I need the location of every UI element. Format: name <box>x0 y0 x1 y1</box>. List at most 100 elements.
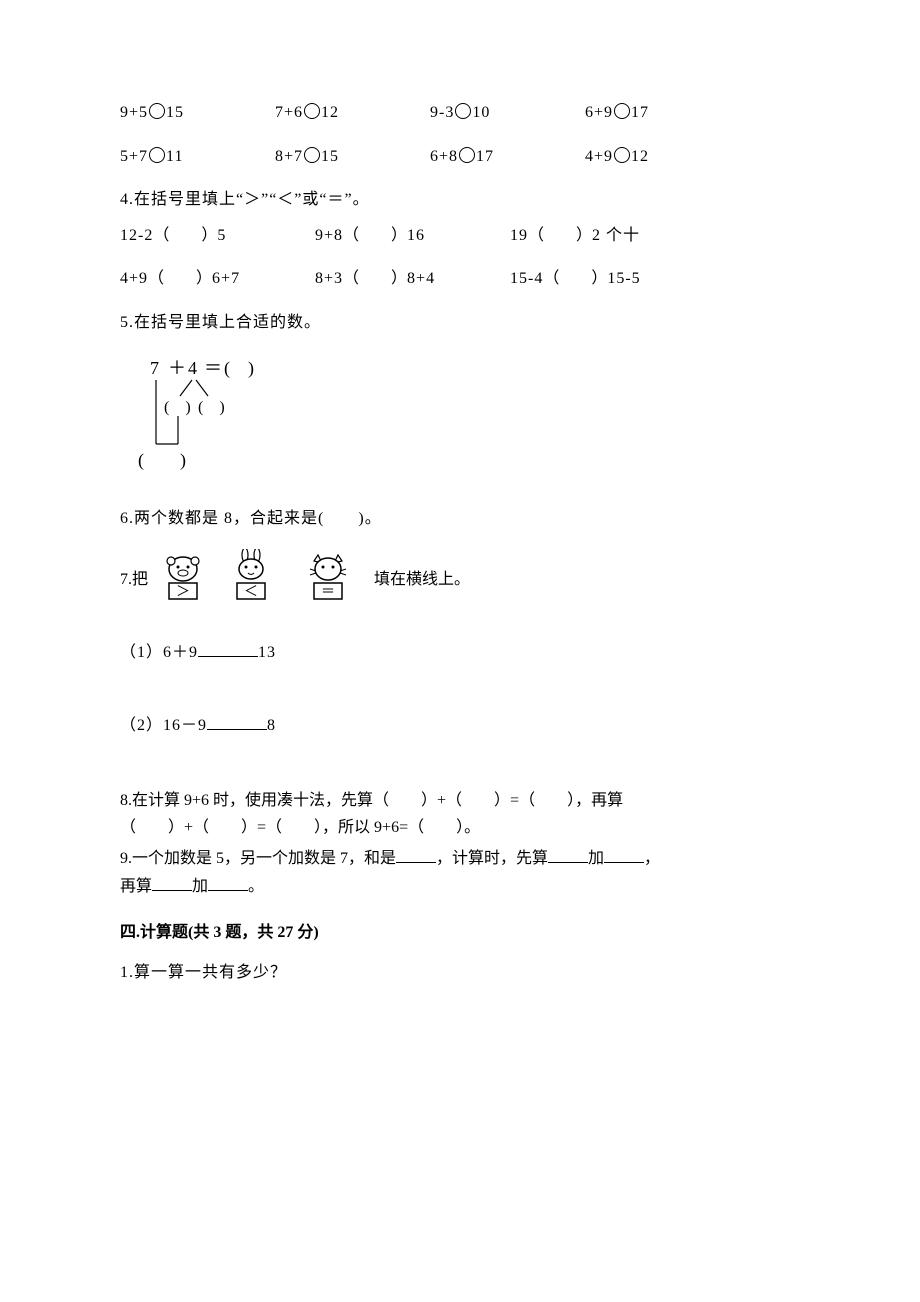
compare-cell: 6+9 17 <box>585 100 735 126</box>
svg-text:＜: ＜ <box>244 585 258 600</box>
worksheet-page: 9+5 15 7+6 12 9-3 10 6+9 17 5+7 11 8+715 6+8 1… <box>0 0 920 1064</box>
rhs: 15-5 <box>607 270 640 287</box>
blank-line <box>604 846 644 863</box>
q6-blank <box>324 510 358 527</box>
compare-row-1: 9+5 15 7+6 12 9-3 10 6+9 17 <box>120 100 800 126</box>
q9-p6: 加 <box>192 878 208 895</box>
rhs: 12 <box>631 148 649 165</box>
paren-cell: 9+8（ ）16 <box>315 223 505 249</box>
lhs: 5+7 <box>120 148 148 165</box>
svg-text:＞: ＞ <box>176 585 190 600</box>
q9-p1: 9.一个加数是 5，另一个加数是 7，和是 <box>120 850 396 867</box>
q6-after: )。 <box>358 510 381 527</box>
q7-sub2-rhs: 8 <box>267 717 276 734</box>
circle-blank <box>304 103 320 119</box>
q9-p2: ，计算时，先算 <box>436 850 548 867</box>
q7-sub1: （1）6＋9 13 <box>120 640 800 666</box>
q7-sub2-prefix: （2）16－9 <box>120 717 207 734</box>
q8: 8.在计算 9+6 时，使用凑十法，先算（ ）+（ ）=（ ），再算 （ ）+（… <box>120 787 800 841</box>
q7-sub2: （2）16－9 8 <box>120 713 800 739</box>
compare-cell: 9+5 15 <box>120 100 270 126</box>
rhs: 15 <box>166 104 184 121</box>
q7-sub1-rhs: 13 <box>258 644 276 661</box>
diag-paren-bottom: ( ) <box>138 450 186 471</box>
compare-cell: 5+7 11 <box>120 144 270 170</box>
paren-blank: （ ） <box>343 227 407 244</box>
diag-paren-mid-r: ( ) <box>198 399 225 416</box>
paren-blank: （ ） <box>343 270 407 287</box>
q9-p3: 加 <box>588 850 604 867</box>
compare-row-2: 5+7 11 8+715 6+8 17 4+9 12 <box>120 144 800 170</box>
rhs: 6+7 <box>212 270 240 287</box>
split-diagram-svg: 7 ＋ 4 ＝ ( ) ( ) ( ) ( ) <box>130 356 300 476</box>
circle-blank <box>614 147 630 163</box>
paren-cell: 8+3（ ）8+4 <box>315 266 505 292</box>
q7-before: 7.把 <box>120 567 148 593</box>
q9-p4: ， <box>644 850 660 867</box>
split-line-right <box>196 380 208 396</box>
paren-cell: 12-2（ ）5 <box>120 223 310 249</box>
paren-blank: （ ） <box>528 227 592 244</box>
lhs: 7+6 <box>275 104 303 121</box>
q9: 9.一个加数是 5，另一个加数是 7，和是，计算时，先算加， 再算加。 <box>120 845 800 899</box>
cat-icon: ＝ <box>310 555 346 600</box>
lhs: 9-3 <box>430 104 454 121</box>
rhs: 17 <box>631 104 649 121</box>
circle-blank <box>304 147 320 163</box>
q5-diagram: 7 ＋ 4 ＝ ( ) ( ) ( ) ( ) <box>130 356 800 476</box>
q6-before: 6.两个数都是 8，合起来是( <box>120 510 324 527</box>
lhs: 8+3 <box>315 270 343 287</box>
blank-line <box>208 874 248 891</box>
q4-row-1: 12-2（ ）5 9+8（ ）16 19（ ）2 个十 <box>120 223 800 249</box>
rhs: 12 <box>321 104 339 121</box>
compare-cell: 4+9 12 <box>585 144 735 170</box>
circle-blank <box>459 147 475 163</box>
blank-line <box>152 874 192 891</box>
circle-blank <box>614 103 630 119</box>
blank-line <box>396 846 436 863</box>
q7-sub1-prefix: （1）6＋9 <box>120 644 198 661</box>
compare-cell: 7+6 12 <box>275 100 425 126</box>
lhs: 4+9 <box>585 148 613 165</box>
paren-blank: （ ） <box>148 270 212 287</box>
rhs: 15 <box>321 148 339 165</box>
rhs: 10 <box>472 104 490 121</box>
paren-cell: 19（ ）2 个十 <box>510 223 700 249</box>
rhs: 8+4 <box>407 270 435 287</box>
rhs: 16 <box>407 227 425 244</box>
lhs: 4+9 <box>120 270 148 287</box>
circle-blank <box>149 103 165 119</box>
lhs: 19 <box>510 227 528 244</box>
animals-icon: ＞ ＜ <box>156 549 366 610</box>
lhs: 9+8 <box>315 227 343 244</box>
paren-blank: （ ） <box>153 227 217 244</box>
rhs: 17 <box>476 148 494 165</box>
lhs: 12-2 <box>120 227 153 244</box>
lhs: 6+9 <box>585 104 613 121</box>
q8-line2: （ ）+（ ）=（ ），所以 9+6=（ ）。 <box>120 814 800 841</box>
circle-blank <box>149 147 165 163</box>
q9-p5: 再算 <box>120 878 152 895</box>
rhs: 11 <box>166 148 183 165</box>
lhs: 6+8 <box>430 148 458 165</box>
blank-line <box>548 846 588 863</box>
compare-cell: 9-3 10 <box>430 100 580 126</box>
blank-line <box>207 713 267 730</box>
pig-icon: ＞ <box>167 557 199 600</box>
rhs: 5 <box>217 227 226 244</box>
q4-title: 4.在括号里填上“＞”“＜”或“＝”。 <box>120 187 800 213</box>
diag-paren-top: ( ) <box>224 358 254 379</box>
diag-paren-mid-l: ( ) <box>164 399 191 416</box>
q5-title: 5.在括号里填上合适的数。 <box>120 310 800 336</box>
lhs: 9+5 <box>120 104 148 121</box>
rhs: 2 个十 <box>592 227 640 244</box>
compare-cell: 8+715 <box>275 144 425 170</box>
q9-p7: 。 <box>248 878 264 895</box>
q7-after: 填在横线上。 <box>374 567 470 593</box>
q4-row-2: 4+9（ ）6+7 8+3（ ）8+4 15-4（ ）15-5 <box>120 266 800 292</box>
diag-4: 4 <box>188 358 197 378</box>
q8-line1: 8.在计算 9+6 时，使用凑十法，先算（ ）+（ ）=（ ），再算 <box>120 787 800 814</box>
section4-title: 四.计算题(共 3 题，共 27 分) <box>120 920 800 946</box>
q7-row: 7.把 ＞ <box>120 549 800 610</box>
lhs: 15-4 <box>510 270 543 287</box>
